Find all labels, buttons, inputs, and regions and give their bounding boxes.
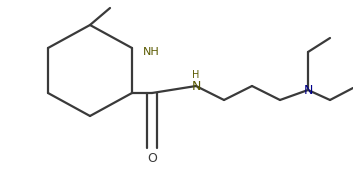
Text: NH: NH (143, 47, 160, 57)
Text: N: N (303, 83, 313, 96)
Text: N: N (191, 80, 201, 93)
Text: H: H (192, 70, 200, 80)
Text: O: O (147, 152, 157, 165)
